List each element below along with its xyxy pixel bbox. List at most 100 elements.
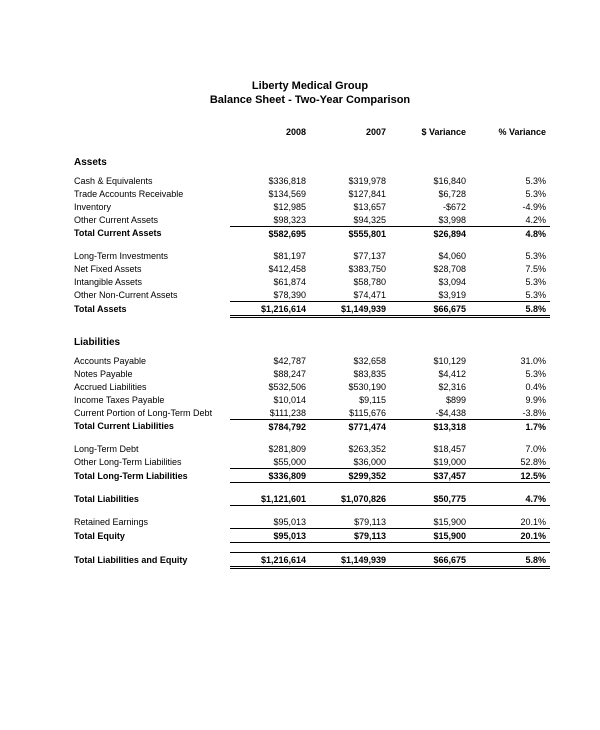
cell: Accrued Liabilities <box>70 380 230 393</box>
liab-current-row: Income Taxes Payable$10,014$9,115$8999.9… <box>70 393 550 406</box>
cell: Inventory <box>70 200 230 213</box>
cell: $88,247 <box>230 367 310 380</box>
assets-noncurrent-row: Intangible Assets$61,874$58,780$3,0945.3… <box>70 275 550 288</box>
cell: $36,000 <box>310 455 390 469</box>
cell: 20.1% <box>470 529 550 543</box>
cell: $15,900 <box>390 515 470 529</box>
cell: $42,787 <box>230 354 310 367</box>
col-2007: 2007 <box>310 124 390 147</box>
assets-noncurrent-row: Net Fixed Assets$412,458$383,750$28,7087… <box>70 262 550 275</box>
cell: $94,325 <box>310 213 390 227</box>
cell: Current Portion of Long-Term Debt <box>70 406 230 420</box>
cell: $55,000 <box>230 455 310 469</box>
assets-current-row: Other Current Assets$98,323$94,325$3,998… <box>70 213 550 227</box>
cell: $79,113 <box>310 529 390 543</box>
cell: $58,780 <box>310 275 390 288</box>
spacer-row <box>70 506 550 516</box>
assets-noncurrent-row: Other Non-Current Assets$78,390$74,471$3… <box>70 288 550 302</box>
cell: 20.1% <box>470 515 550 529</box>
cell: $9,115 <box>310 393 390 406</box>
cell: $111,238 <box>230 406 310 420</box>
cell: -4.9% <box>470 200 550 213</box>
cell: $26,894 <box>390 227 470 241</box>
cell: Other Long-Term Liabilities <box>70 455 230 469</box>
cell: 5.8% <box>470 553 550 568</box>
cell: 5.3% <box>470 187 550 200</box>
cell: $771,474 <box>310 420 390 434</box>
liab-current-row: Current Portion of Long-Term Debt$111,23… <box>70 406 550 420</box>
retained-earnings: Retained Earnings$95,013$79,113$15,90020… <box>70 515 550 529</box>
col-blank <box>70 124 230 147</box>
cell: Trade Accounts Receivable <box>70 187 230 200</box>
cell: Long-Term Investments <box>70 249 230 262</box>
cell: $66,675 <box>390 553 470 568</box>
cell: $582,695 <box>230 227 310 241</box>
cell: $81,197 <box>230 249 310 262</box>
cell: $3,919 <box>390 288 470 302</box>
cell: $78,390 <box>230 288 310 302</box>
cell: Total Liabilities <box>70 492 230 506</box>
liab-longterm-row: Long-Term Debt$281,809$263,352$18,4577.0… <box>70 442 550 455</box>
cell: $79,113 <box>310 515 390 529</box>
cell: $10,014 <box>230 393 310 406</box>
cell: $319,978 <box>310 174 390 187</box>
cell: Net Fixed Assets <box>70 262 230 275</box>
cell: 5.3% <box>470 249 550 262</box>
total-current-assets: Total Current Assets$582,695$555,801$26,… <box>70 227 550 241</box>
assets-noncurrent-row: Long-Term Investments$81,197$77,137$4,06… <box>70 249 550 262</box>
cell: $3,094 <box>390 275 470 288</box>
cell: 5.3% <box>470 288 550 302</box>
cell: $784,792 <box>230 420 310 434</box>
cell: $66,675 <box>390 302 470 317</box>
total-equity: Total Equity$95,013$79,113$15,90020.1% <box>70 529 550 543</box>
cell: Total Current Liabilities <box>70 420 230 434</box>
cell: $336,809 <box>230 469 310 483</box>
total-liabilities: Total Liabilities$1,121,601$1,070,826$50… <box>70 492 550 506</box>
cell: $412,458 <box>230 262 310 275</box>
cell: $50,775 <box>390 492 470 506</box>
spacer-row <box>70 543 550 553</box>
cell: $899 <box>390 393 470 406</box>
cell: $4,060 <box>390 249 470 262</box>
cell: $83,835 <box>310 367 390 380</box>
cell: 5.3% <box>470 275 550 288</box>
assets-current-row: Trade Accounts Receivable$134,569$127,84… <box>70 187 550 200</box>
total-current-liabilities: Total Current Liabilities$784,792$771,47… <box>70 420 550 434</box>
cell: Other Non-Current Assets <box>70 288 230 302</box>
cell: Total Current Assets <box>70 227 230 241</box>
cell: 0.4% <box>470 380 550 393</box>
cell: $98,323 <box>230 213 310 227</box>
cell: Total Assets <box>70 302 230 317</box>
cell: -3.8% <box>470 406 550 420</box>
cell: 52.8% <box>470 455 550 469</box>
cell: $336,818 <box>230 174 310 187</box>
report-title: Balance Sheet - Two-Year Comparison <box>70 94 550 106</box>
cell: $263,352 <box>310 442 390 455</box>
cell: 1.7% <box>470 420 550 434</box>
cell: 7.0% <box>470 442 550 455</box>
assets-header: Assets <box>70 147 550 174</box>
cell: Total Liabilities and Equity <box>70 553 230 568</box>
cell: Cash & Equivalents <box>70 174 230 187</box>
column-header-row: 2008 2007 $ Variance % Variance <box>70 124 550 147</box>
section-label: Liabilities <box>70 327 550 354</box>
cell: $4,412 <box>390 367 470 380</box>
cell: Other Current Assets <box>70 213 230 227</box>
cell: 4.2% <box>470 213 550 227</box>
cell: $383,750 <box>310 262 390 275</box>
cell: Notes Payable <box>70 367 230 380</box>
title-block: Liberty Medical Group Balance Sheet - Tw… <box>70 80 550 106</box>
cell: $95,013 <box>230 529 310 543</box>
cell: -$4,438 <box>390 406 470 420</box>
company-name: Liberty Medical Group <box>70 80 550 92</box>
assets-current-row: Cash & Equivalents$336,818$319,978$16,84… <box>70 174 550 187</box>
cell: $134,569 <box>230 187 310 200</box>
cell: Long-Term Debt <box>70 442 230 455</box>
cell: $61,874 <box>230 275 310 288</box>
cell: $1,216,614 <box>230 553 310 568</box>
cell: Retained Earnings <box>70 515 230 529</box>
cell: $299,352 <box>310 469 390 483</box>
cell: $1,121,601 <box>230 492 310 506</box>
cell: Intangible Assets <box>70 275 230 288</box>
cell: 9.9% <box>470 393 550 406</box>
